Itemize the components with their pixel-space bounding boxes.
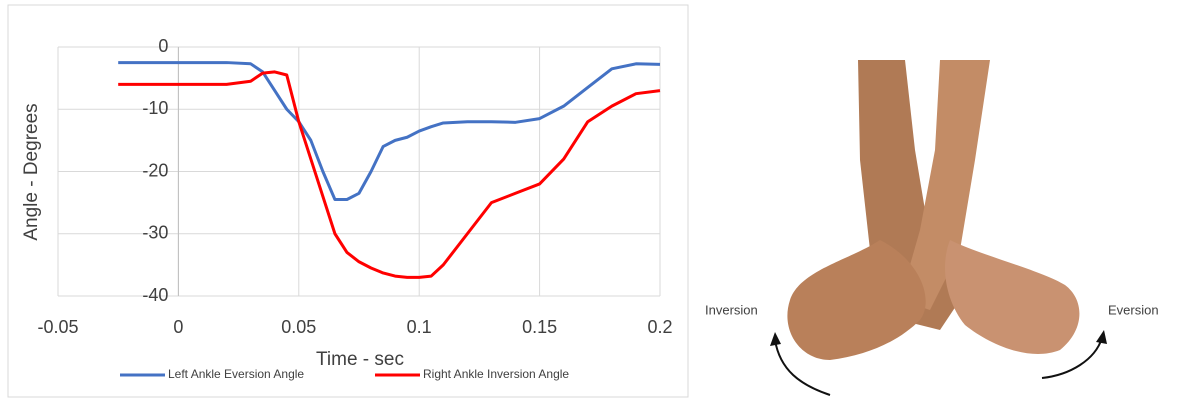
eversion-label: Eversion bbox=[1108, 302, 1159, 317]
data-line bbox=[118, 61, 661, 202]
legend-label: Right Ankle Inversion Angle bbox=[423, 367, 569, 381]
x-tick-label: 0.2 bbox=[647, 317, 672, 337]
x-tick-label: -0.05 bbox=[37, 317, 78, 337]
eversion-arrowhead bbox=[1096, 330, 1107, 344]
feet-illustration: Inversion Eversion bbox=[705, 60, 1159, 396]
x-tick-label: 0 bbox=[173, 317, 183, 337]
x-tick-label: 0.05 bbox=[281, 317, 316, 337]
x-tick-label: 0.15 bbox=[522, 317, 557, 337]
y-axis-label: Angle - Degrees bbox=[21, 103, 42, 240]
y-tick-label: -40 bbox=[142, 285, 168, 305]
y-tick-label: -30 bbox=[142, 223, 168, 243]
eversion-arrow bbox=[1041, 337, 1103, 379]
x-tick-label: 0.1 bbox=[407, 317, 432, 337]
inversion-label: Inversion bbox=[705, 302, 758, 317]
legend-label: Left Ankle Eversion Angle bbox=[168, 367, 304, 381]
y-tick-label: -10 bbox=[142, 98, 168, 118]
right-foot bbox=[945, 240, 1080, 354]
data-line bbox=[118, 70, 661, 279]
right-leg bbox=[900, 60, 990, 310]
y-tick-label: -20 bbox=[142, 160, 168, 180]
inversion-arrowhead bbox=[770, 332, 781, 346]
left-foot bbox=[787, 240, 926, 360]
inversion-arrow bbox=[774, 339, 831, 396]
chart-frame bbox=[7, 4, 689, 398]
y-tick-label: 0 bbox=[158, 36, 168, 56]
x-axis-label: Time - sec bbox=[316, 349, 404, 370]
